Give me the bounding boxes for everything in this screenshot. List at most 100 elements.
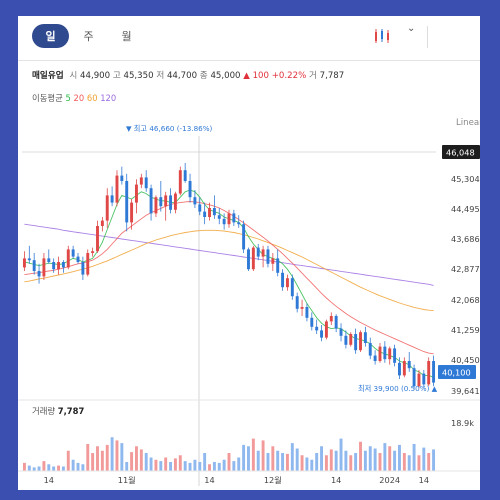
ma-120[interactable]: 120 bbox=[100, 93, 117, 103]
candle-body bbox=[242, 224, 246, 250]
volume-bar bbox=[42, 461, 46, 471]
current-price-badge bbox=[442, 145, 480, 159]
volume-bar bbox=[407, 455, 411, 471]
price-chart[interactable]: 45,304 44,495 43,686 42,877 42,068 41,259 40,4… bbox=[18, 16, 480, 490]
volume-bar bbox=[334, 450, 338, 471]
volume-bar bbox=[169, 462, 173, 471]
x-axis-label: 14 bbox=[44, 475, 54, 485]
volume-bar bbox=[188, 462, 192, 471]
volume-bar bbox=[305, 457, 309, 471]
tab-week[interactable]: 주 bbox=[83, 30, 94, 43]
volume-bar bbox=[432, 449, 436, 471]
volume-bar bbox=[349, 455, 353, 471]
volume-bar bbox=[193, 459, 197, 471]
candle-body bbox=[407, 361, 411, 369]
candle-body bbox=[310, 317, 314, 327]
volume-bar bbox=[393, 450, 397, 471]
candle-body bbox=[388, 348, 392, 360]
x-axis-label: 2024 bbox=[379, 475, 400, 485]
candle-body bbox=[363, 332, 367, 343]
volume-bar bbox=[276, 450, 280, 471]
toolbar-divider-line bbox=[18, 60, 480, 61]
candle-body bbox=[256, 247, 260, 257]
chevron-down-icon[interactable]: ⌄ bbox=[407, 23, 416, 34]
candle-body bbox=[159, 197, 163, 207]
candle-body bbox=[359, 332, 362, 351]
candle-body bbox=[115, 175, 119, 203]
candle-body bbox=[134, 184, 138, 203]
volume-bar bbox=[281, 453, 285, 471]
last-price-badge bbox=[438, 365, 476, 379]
volume-bar bbox=[398, 444, 401, 471]
candle-body bbox=[378, 346, 382, 361]
candle-body bbox=[91, 251, 95, 253]
candle-body bbox=[144, 177, 148, 189]
candle-body bbox=[105, 195, 109, 221]
ma60-line bbox=[24, 229, 434, 312]
volume-bar bbox=[266, 453, 270, 471]
volume-bar bbox=[100, 450, 104, 471]
candle-body bbox=[86, 253, 90, 275]
candle-body bbox=[52, 262, 56, 270]
candle-body bbox=[183, 170, 187, 181]
volume-bar bbox=[310, 459, 314, 471]
volume-bar bbox=[173, 458, 177, 471]
volume-bar bbox=[227, 453, 231, 471]
moving-average-legend: 이동평균 5 20 60 120 bbox=[32, 92, 116, 104]
volume-bar bbox=[427, 453, 431, 471]
volume-bar bbox=[256, 450, 260, 471]
volume-bar bbox=[320, 446, 324, 471]
candle-body bbox=[339, 328, 343, 336]
tab-month[interactable]: 월 bbox=[121, 30, 132, 43]
price-change: ▲ 100 bbox=[243, 71, 269, 81]
candle-body bbox=[169, 195, 173, 210]
volume-bar bbox=[290, 443, 294, 471]
candle-body bbox=[76, 256, 80, 262]
ma-5[interactable]: 5 bbox=[65, 93, 71, 103]
volume-bar bbox=[285, 453, 289, 471]
volume-bar bbox=[125, 462, 129, 471]
candle-body bbox=[149, 188, 153, 214]
candle-body bbox=[324, 321, 328, 338]
candle-body bbox=[261, 249, 265, 257]
volume-bar bbox=[76, 462, 80, 471]
candle-body bbox=[320, 330, 324, 338]
candle-body bbox=[32, 260, 36, 271]
candle-body bbox=[188, 181, 192, 198]
volume-bar bbox=[27, 465, 31, 471]
volume-bar bbox=[422, 447, 426, 471]
candle-body bbox=[100, 220, 104, 226]
candle-body bbox=[173, 193, 177, 210]
volume-bar bbox=[383, 443, 387, 471]
candle-body bbox=[198, 204, 202, 212]
x-axis-label: 14 bbox=[204, 475, 214, 485]
x-axis-label: 11월 bbox=[118, 475, 136, 485]
candle-body bbox=[412, 368, 416, 387]
ma-60[interactable]: 60 bbox=[86, 93, 98, 103]
volume-bar bbox=[378, 453, 382, 471]
volume-bar bbox=[61, 466, 65, 471]
ma-20[interactable]: 20 bbox=[73, 93, 85, 103]
candle-body bbox=[217, 215, 221, 219]
volume-bar bbox=[295, 448, 299, 471]
volume-bar bbox=[183, 461, 187, 471]
candle-body bbox=[232, 213, 236, 223]
candle-body bbox=[344, 335, 348, 345]
volume-bar bbox=[212, 462, 216, 471]
volume-bar bbox=[22, 462, 26, 471]
candle-body bbox=[130, 202, 134, 223]
chart-type-selector[interactable] bbox=[373, 26, 413, 46]
volume-bar bbox=[344, 450, 348, 471]
candle-body bbox=[402, 361, 406, 376]
tab-day[interactable]: 일 bbox=[32, 24, 69, 48]
candle-body bbox=[27, 258, 31, 261]
scale-mode-label[interactable]: Linear bbox=[456, 118, 480, 128]
candle-body bbox=[22, 258, 26, 268]
volume-bar bbox=[247, 446, 250, 471]
chart-frame: 일 주 월 ⌄ 매일유업 시 44,900 고 45,350 저 44,700 … bbox=[18, 16, 480, 490]
volume-bar bbox=[300, 455, 304, 471]
last-price-text: 40,100 bbox=[442, 368, 471, 378]
candle-body bbox=[271, 258, 275, 264]
candle-body bbox=[432, 361, 436, 383]
volume-bar bbox=[388, 446, 392, 471]
